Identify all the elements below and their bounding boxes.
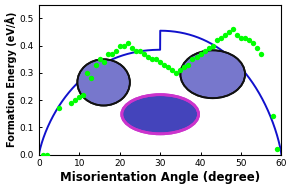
Point: [97, 58, 102, 61]
Point: [93, 63, 98, 66]
Point: [146, 55, 150, 58]
Ellipse shape: [180, 50, 245, 98]
Point: [162, 63, 166, 66]
Point: [194, 55, 199, 58]
Point: [158, 60, 163, 64]
Point: [81, 93, 86, 96]
Point: [190, 58, 195, 61]
Point: [150, 58, 154, 61]
Point: [45, 153, 49, 156]
Point: [182, 66, 187, 69]
Point: [247, 39, 251, 42]
Point: [117, 44, 122, 47]
Point: [130, 47, 134, 50]
Point: [227, 31, 231, 34]
Point: [142, 52, 146, 55]
Point: [231, 28, 235, 31]
X-axis label: Misorientation Angle (degree): Misorientation Angle (degree): [60, 171, 260, 184]
Point: [170, 69, 175, 72]
Point: [85, 71, 90, 74]
Point: [206, 47, 211, 50]
Point: [105, 52, 110, 55]
Point: [243, 36, 247, 39]
Point: [255, 47, 260, 50]
Point: [275, 148, 280, 151]
Point: [223, 33, 227, 36]
Point: [126, 41, 130, 44]
Point: [271, 115, 276, 118]
Point: [239, 36, 243, 39]
Point: [154, 58, 159, 61]
Point: [166, 66, 171, 69]
Point: [57, 107, 62, 110]
Point: [251, 41, 256, 44]
Point: [218, 36, 223, 39]
Point: [101, 60, 106, 64]
Point: [138, 50, 142, 53]
Point: [113, 50, 118, 53]
Ellipse shape: [77, 59, 130, 105]
Point: [69, 101, 74, 104]
Point: [77, 96, 82, 99]
Point: [73, 99, 78, 102]
Y-axis label: Formation Energy (eV/Å): Formation Energy (eV/Å): [5, 12, 17, 147]
Point: [214, 39, 219, 42]
Point: [234, 33, 239, 36]
Point: [198, 52, 203, 55]
Point: [41, 153, 45, 156]
Point: [202, 50, 207, 53]
Point: [109, 52, 114, 55]
Point: [178, 69, 183, 72]
Point: [89, 77, 94, 80]
Point: [210, 44, 215, 47]
Ellipse shape: [122, 95, 199, 134]
Point: [121, 44, 126, 47]
Point: [259, 52, 263, 55]
Point: [174, 71, 179, 74]
Point: [186, 63, 191, 66]
Point: [134, 50, 138, 53]
